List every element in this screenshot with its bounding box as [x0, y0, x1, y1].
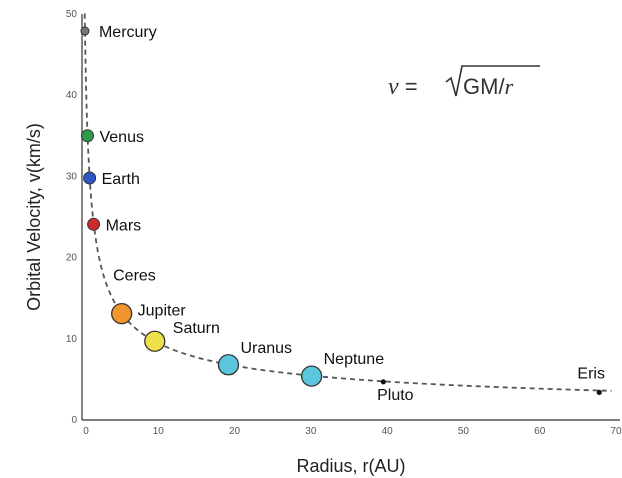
planet-label: Neptune — [324, 351, 385, 368]
planet-marker — [300, 365, 323, 387]
planet-marker — [596, 389, 602, 395]
planet-marker — [144, 330, 166, 352]
planet-marker — [380, 379, 386, 385]
x-tick-labels: 0 10 20 30 40 50 60 70 — [83, 426, 622, 437]
y-tick-label: 20 — [66, 253, 78, 264]
y-tick-label: 10 — [66, 334, 78, 345]
planet-label: Earth — [102, 171, 140, 188]
y-axis-label: Orbital Velocity, v(km/s) — [24, 123, 44, 311]
formula-v: v — [388, 74, 399, 100]
planet-label: Saturn — [173, 320, 220, 337]
planet-marker — [83, 171, 97, 185]
x-tick-label: 50 — [458, 426, 470, 437]
y-tick-label: 30 — [66, 171, 78, 182]
sqrt-sign — [445, 65, 540, 97]
formula-radicand: GM/ — [463, 74, 505, 99]
x-tick-label: 70 — [610, 426, 622, 437]
formula-annotation: v = GM/r — [388, 65, 540, 100]
x-axis-label: Radius, r(AU) — [296, 456, 405, 476]
planet-points — [80, 26, 602, 395]
planet-label: Venus — [99, 129, 143, 146]
planet-marker — [80, 26, 90, 36]
planet-marker — [111, 302, 133, 325]
planet-marker — [87, 217, 101, 231]
planet-label: Mars — [106, 217, 142, 234]
y-tick-label: 50 — [66, 9, 78, 20]
y-tick-label: 0 — [71, 415, 77, 426]
planet-marker — [217, 354, 240, 376]
y-tick-labels: 0 10 20 30 40 50 — [66, 9, 78, 426]
planet-label: Ceres — [113, 268, 156, 285]
velocity-curve — [83, 13, 612, 392]
formula-r: r — [505, 74, 514, 99]
planet-label: Pluto — [377, 387, 414, 404]
y-tick-label: 40 — [66, 90, 78, 101]
planet-label: Eris — [577, 365, 605, 382]
plot-axes — [81, 14, 620, 421]
x-tick-label: 40 — [382, 426, 394, 437]
svg-text:GM/r: GM/r — [463, 74, 514, 99]
svg-text:v =: v = — [388, 74, 418, 100]
x-tick-label: 60 — [534, 426, 546, 437]
planet-label: Jupiter — [138, 303, 187, 320]
x-tick-label: 0 — [83, 426, 89, 437]
x-tick-label: 30 — [305, 426, 317, 437]
planet-label: Uranus — [240, 340, 292, 357]
x-tick-label: 10 — [153, 426, 165, 437]
x-tick-label: 20 — [229, 426, 241, 437]
planet-label: Mercury — [99, 24, 157, 41]
planet-marker — [80, 129, 94, 143]
formula-eq: = — [399, 74, 418, 99]
